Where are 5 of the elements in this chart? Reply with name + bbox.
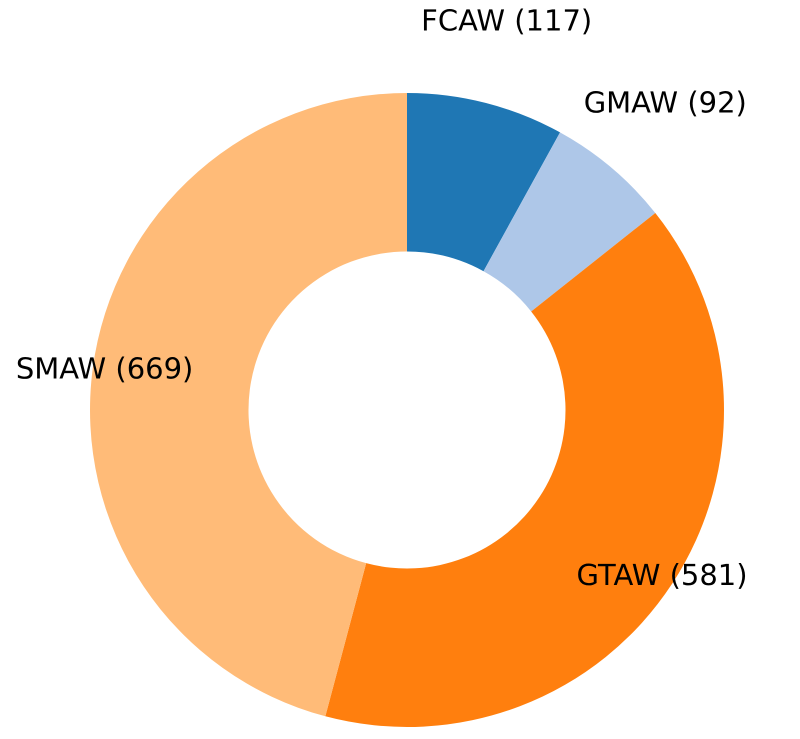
donut-slice xyxy=(484,132,656,312)
donut-slice xyxy=(407,93,560,272)
slice-label: GMAW (92) xyxy=(584,85,747,120)
slice-label: FCAW (117) xyxy=(421,4,592,38)
slice-label: SMAW (669) xyxy=(16,351,194,386)
